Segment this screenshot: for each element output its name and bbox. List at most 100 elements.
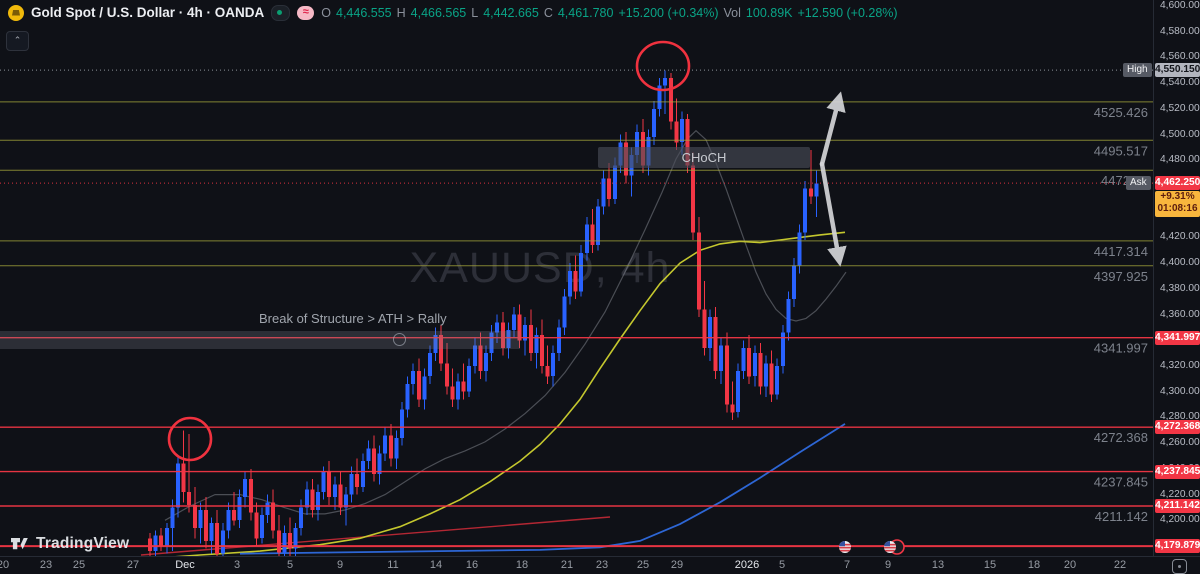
symbol-title[interactable]: Gold Spot / U.S. Dollar · 4h · OANDA: [31, 5, 265, 20]
high-badge: High: [1123, 63, 1152, 78]
candle-body: [584, 224, 589, 253]
time-label: 22: [1113, 559, 1127, 571]
legend-collapse-button[interactable]: ⌃: [6, 31, 29, 51]
high-label: H: [396, 5, 406, 20]
price-tick: 4,600.000: [1160, 0, 1200, 11]
candle-body: [708, 317, 712, 348]
candle-body: [741, 348, 746, 372]
close-label: C: [543, 5, 553, 20]
time-label: 3: [233, 559, 241, 571]
arrow-drawing[interactable]: [819, 161, 847, 267]
bar-countdown: 01:08:16: [1157, 203, 1198, 215]
candle-body: [192, 504, 197, 528]
candle-body: [663, 78, 668, 86]
time-label: 11: [387, 559, 399, 571]
publisher-icon[interactable]: ≈: [297, 5, 315, 20]
price-tick: 4,280.000: [1160, 411, 1200, 423]
price-level-axis-label: 4,211.142: [1155, 498, 1200, 513]
break-of-structure-label[interactable]: Break of Structure > ATH > Rally: [259, 311, 447, 326]
price-level-label: 4495.517: [1094, 143, 1148, 158]
zone-anchor-icon[interactable]: [393, 333, 406, 346]
candle-body: [696, 232, 701, 310]
candle-body: [612, 165, 617, 199]
circle-drawing[interactable]: [167, 416, 213, 462]
candle-body: [411, 371, 416, 384]
chart-pane[interactable]: XAUUSD, 4h 4525.426 4495.517 4472.25 4417.3…: [0, 0, 1153, 556]
price-tick: 4,400.000: [1160, 257, 1200, 269]
candle-body: [338, 484, 343, 508]
circle-drawing[interactable]: [635, 40, 691, 92]
candle-body: [260, 515, 264, 539]
symbol-watermark: XAUUSD, 4h: [409, 244, 671, 292]
arrow-drawing[interactable]: [819, 91, 846, 167]
low-label: L: [471, 5, 479, 20]
time-label: 27: [126, 559, 140, 571]
structure-zone-band[interactable]: [0, 331, 520, 349]
volume-value: 100.89K: [745, 5, 793, 20]
choch-zone-box[interactable]: CHoCH: [598, 147, 810, 168]
candle-body: [271, 502, 276, 531]
price-tick: 4,200.000: [1160, 514, 1200, 526]
candle-body: [668, 78, 673, 122]
candle-body: [752, 353, 757, 377]
time-label: 2026: [734, 559, 760, 571]
time-label: 13: [931, 559, 945, 571]
candle-body: [450, 386, 455, 400]
candle-body: [769, 363, 774, 395]
candle-body: [316, 492, 320, 510]
candle-body: [691, 165, 696, 233]
candle-body: [304, 489, 309, 508]
price-tick: 4,500.000: [1160, 128, 1200, 140]
ask-percent: +9.31%: [1160, 191, 1195, 203]
time-label: 25: [636, 559, 650, 571]
candle-body: [573, 270, 578, 292]
tradingview-logo[interactable]: TradingView: [10, 534, 129, 553]
symbol-legend[interactable]: Gold Spot / U.S. Dollar · 4h · OANDA ≈ O…: [8, 4, 898, 21]
event-flag-icon[interactable]: [883, 540, 897, 554]
candle-body: [478, 345, 483, 372]
gold-symbol-icon: [8, 4, 24, 21]
price-level-label: 4341.997: [1094, 341, 1148, 356]
candle-body: [562, 296, 567, 328]
time-label: 23: [39, 559, 53, 571]
time-label: 18: [1027, 559, 1041, 571]
countdown-label: +9.31% 01:08:16: [1155, 191, 1200, 218]
candle-body: [388, 435, 393, 459]
candle-body: [321, 471, 326, 492]
candle-body: [237, 497, 242, 521]
candle-body: [428, 353, 432, 377]
time-label: 5: [286, 559, 294, 571]
candle-body: [758, 353, 763, 387]
price-level-axis-label: 4,341.997: [1155, 330, 1200, 345]
candle-body: [176, 463, 180, 508]
candle-body: [209, 522, 214, 541]
candle-body: [187, 492, 192, 505]
candle-body: [680, 119, 684, 143]
price-tick: 4,260.000: [1160, 437, 1200, 449]
candlestick-plot[interactable]: 4525.4264495.5174472.254417.3144397.9254…: [0, 0, 1153, 556]
event-flag-icon[interactable]: [838, 540, 852, 554]
time-label: 14: [429, 559, 443, 571]
candle-body: [198, 510, 203, 528]
candle-body: [472, 345, 477, 366]
close-value: 4,461.780: [557, 5, 614, 20]
candle-body: [512, 314, 516, 330]
price-axis[interactable]: 4,600.000 4,580.000 4,560.000 4,540.000 4,52…: [1153, 0, 1200, 556]
candle-body: [254, 512, 259, 539]
candle-body: [652, 108, 656, 138]
volume-change: +12.590 (+0.28%): [797, 5, 898, 20]
axis-settings-icon[interactable]: [1172, 559, 1187, 574]
time-axis[interactable]: 20 23 25 27 Dec 3 5 9 11 14 16 18 21 23 25 29 2026 5 7 9 13 1…: [0, 556, 1200, 574]
price-level-label: 4525.426: [1094, 105, 1148, 120]
price-level-label: 4397.925: [1094, 269, 1148, 284]
candle-body: [556, 327, 561, 354]
market-status-icon[interactable]: [271, 4, 291, 21]
time-label: 7: [843, 559, 851, 571]
candle-body: [456, 381, 460, 400]
candle-body: [528, 324, 533, 354]
candle-body: [416, 371, 421, 400]
price-tick: 4,360.000: [1160, 308, 1200, 320]
price-level-axis-label: 4,272.368: [1155, 420, 1200, 435]
candle-body: [148, 538, 152, 552]
